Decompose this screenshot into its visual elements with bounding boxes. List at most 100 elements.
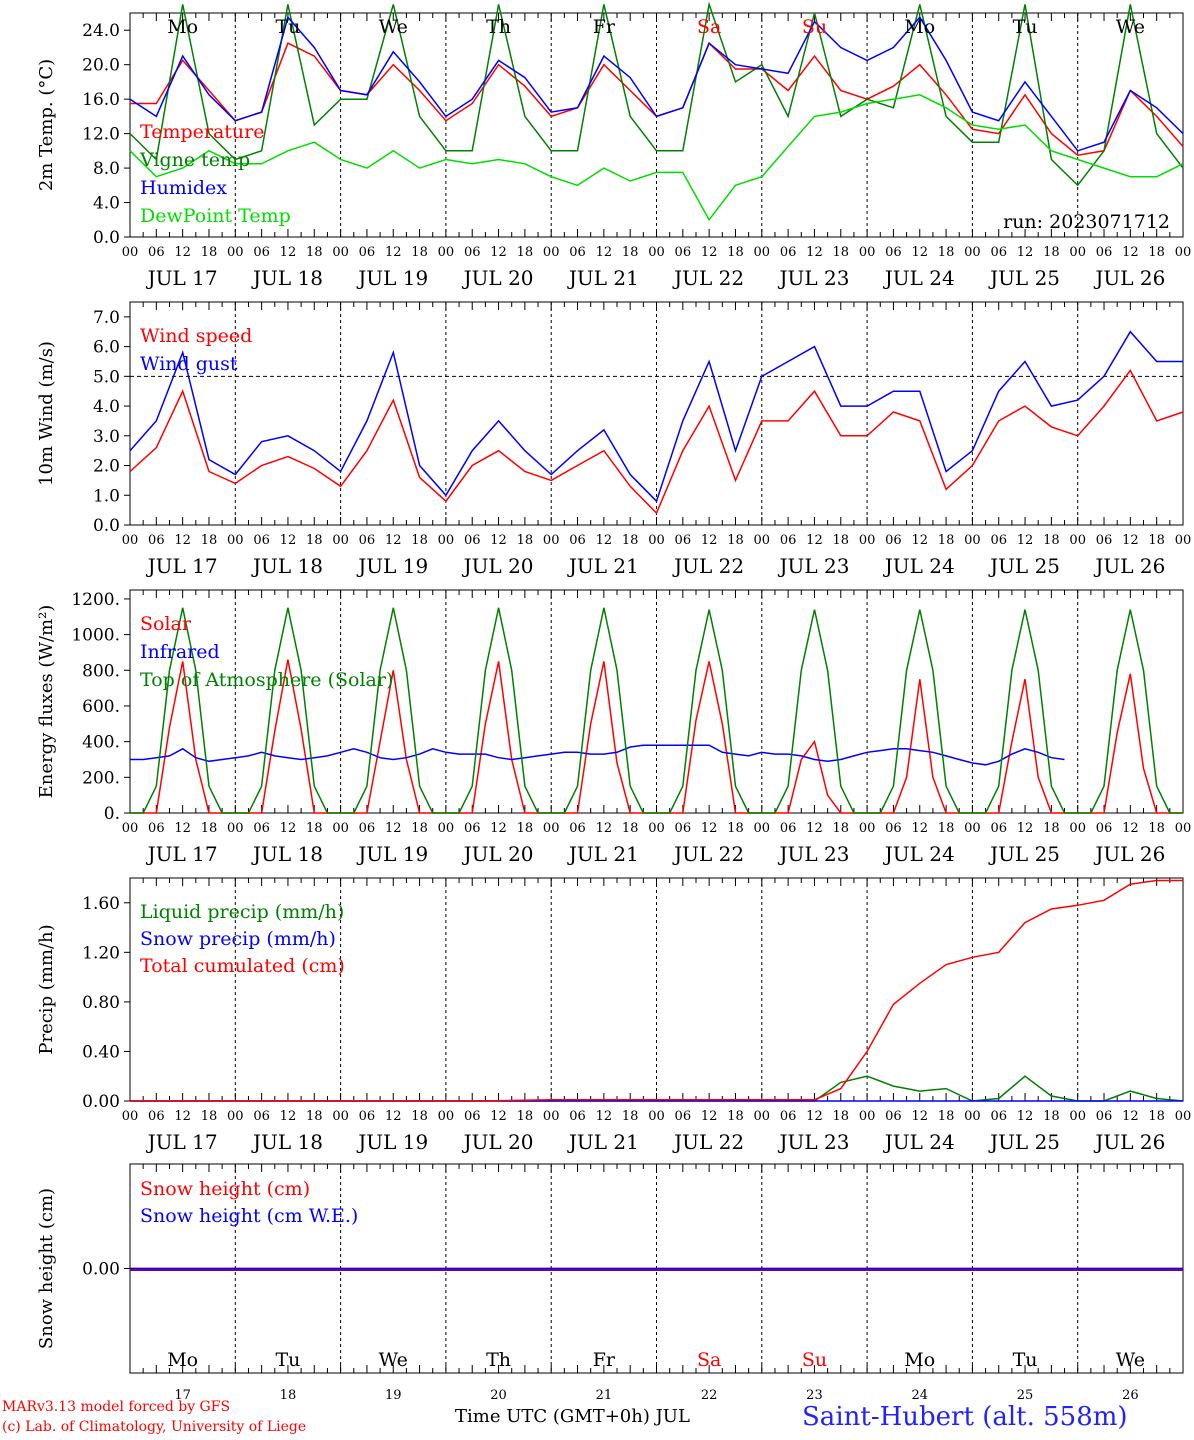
date-label: JUL 24 — [883, 266, 955, 290]
date-label: JUL 22 — [672, 554, 744, 578]
y-axis-label: Snow height (cm) — [36, 1188, 57, 1349]
hour-label: 06 — [569, 245, 586, 260]
day-number-label: 17 — [174, 1388, 191, 1403]
hour-label: 00 — [648, 245, 665, 260]
hour-label: 18 — [306, 1109, 323, 1124]
hour-label: 12 — [280, 533, 297, 548]
weekday-label: Fr — [593, 1349, 616, 1371]
series-line-blue — [130, 744, 1065, 766]
hour-label: 12 — [490, 245, 507, 260]
hour-label: 18 — [727, 533, 744, 548]
hour-label: 18 — [306, 821, 323, 836]
hour-label: 06 — [253, 533, 270, 548]
hour-label: 06 — [675, 245, 692, 260]
weekday-label: Th — [486, 1349, 511, 1371]
y-tick-label: 200. — [82, 768, 120, 788]
hour-label: 12 — [174, 1109, 191, 1124]
hour-label: 12 — [385, 245, 402, 260]
hour-label: 06 — [359, 821, 376, 836]
legend-entry: Wind gust — [140, 353, 238, 375]
hour-label: 18 — [201, 533, 218, 548]
date-label: JUL 22 — [672, 266, 744, 290]
hour-label: 06 — [990, 1109, 1007, 1124]
hour-label: 12 — [385, 1109, 402, 1124]
hour-label: 12 — [280, 1109, 297, 1124]
y-tick-label: 4.0 — [93, 397, 120, 417]
legend-entry: Wind speed — [140, 325, 252, 347]
hour-label: 06 — [885, 245, 902, 260]
series-line-red — [129, 368, 1184, 515]
hour-label: 12 — [596, 533, 613, 548]
series-line-blue — [129, 15, 1184, 152]
hour-label: 12 — [490, 821, 507, 836]
hour-label: 00 — [543, 245, 560, 260]
hour-label: 18 — [938, 1109, 955, 1124]
hour-label: 06 — [885, 821, 902, 836]
hour-label: 12 — [1122, 245, 1139, 260]
hour-label: 06 — [569, 821, 586, 836]
hour-label: 00 — [1175, 533, 1192, 548]
hour-label: 18 — [201, 245, 218, 260]
hour-label: 12 — [385, 533, 402, 548]
hour-label: 00 — [754, 245, 771, 260]
weekday-label: Sa — [697, 1349, 721, 1371]
date-label: JUL 23 — [777, 554, 849, 578]
hour-label: 18 — [411, 1109, 428, 1124]
y-tick-label: 0.00 — [82, 1092, 120, 1112]
hour-label: 06 — [253, 245, 270, 260]
hour-label: 00 — [859, 533, 876, 548]
hour-label: 18 — [411, 821, 428, 836]
y-axis-label: Energy fluxes (W/m²) — [36, 605, 57, 799]
date-label: JUL 19 — [356, 842, 428, 866]
hour-label: 12 — [1017, 821, 1034, 836]
date-label: JUL 20 — [462, 842, 534, 866]
hour-label: 12 — [1122, 1109, 1139, 1124]
hour-label: 00 — [122, 1109, 139, 1124]
y-axis-label: Precip (mm/h) — [36, 924, 57, 1054]
y-tick-label: 0.00 — [82, 1260, 120, 1280]
hour-label: 06 — [675, 821, 692, 836]
hour-label: 06 — [675, 533, 692, 548]
model-credit: MARv3.13 model forced by GFS — [2, 1399, 231, 1415]
y-tick-label: 0.0 — [93, 228, 120, 248]
hour-label: 06 — [253, 821, 270, 836]
hour-label: 18 — [833, 1109, 850, 1124]
y-tick-label: 1200. — [71, 590, 120, 610]
hour-label: 12 — [911, 533, 928, 548]
hour-label: 18 — [411, 533, 428, 548]
hour-label: 06 — [359, 245, 376, 260]
y-tick-label: 1.60 — [82, 894, 120, 914]
y-tick-label: 0.40 — [82, 1042, 120, 1062]
date-label: JUL 17 — [146, 266, 218, 290]
hour-label: 06 — [1096, 245, 1113, 260]
hour-label: 00 — [859, 821, 876, 836]
hour-label: 00 — [859, 1109, 876, 1124]
hour-label: 12 — [806, 533, 823, 548]
y-tick-label: 1000. — [71, 626, 120, 646]
hour-label: 18 — [411, 245, 428, 260]
weekday-label: Mo — [167, 1349, 198, 1371]
date-label: JUL 18 — [251, 842, 323, 866]
hour-label: 06 — [464, 821, 481, 836]
hour-label: 18 — [727, 821, 744, 836]
y-tick-label: 6.0 — [93, 338, 120, 358]
y-tick-label: 20.0 — [82, 56, 120, 76]
y-tick-label: 800. — [82, 661, 120, 681]
date-label: JUL 19 — [356, 266, 428, 290]
hour-label: 06 — [990, 533, 1007, 548]
panel-5: 0.00 Snow height (cm) Snow height (cm) Snow… — [36, 1163, 1184, 1403]
hour-label: 12 — [280, 821, 297, 836]
hour-label: 00 — [1175, 1109, 1192, 1124]
hour-label: 06 — [148, 821, 165, 836]
legend-entry: Snow precip (mm/h) — [140, 928, 336, 950]
hour-label: 18 — [306, 533, 323, 548]
y-tick-label: 2.0 — [93, 457, 120, 477]
hour-label: 00 — [964, 245, 981, 260]
hour-label: 12 — [1122, 533, 1139, 548]
hour-label: 06 — [359, 533, 376, 548]
date-label: JUL 21 — [567, 266, 639, 290]
hour-label: 06 — [148, 533, 165, 548]
hour-label: 18 — [1148, 821, 1165, 836]
weekday-label: We — [1116, 16, 1145, 38]
panel-3: 0. 200. 400. 600. 800. 1000. 1200. Energy fluxe… — [36, 589, 1191, 866]
